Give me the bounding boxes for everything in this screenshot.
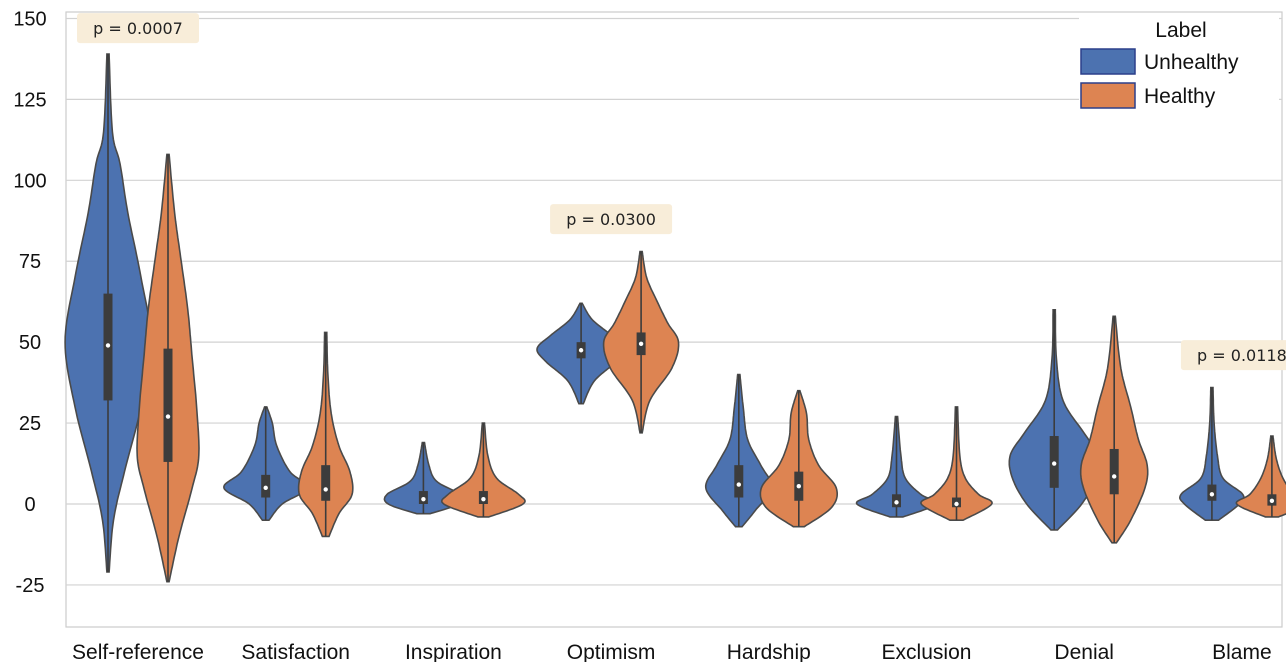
violin-median-dot	[638, 341, 644, 346]
violin-median-dot	[796, 483, 801, 489]
p-value-annotation: p = 0.0118	[1197, 346, 1286, 365]
y-tick-label: 50	[19, 332, 41, 354]
violin-median-dot	[1112, 474, 1117, 479]
p-value-box	[1180, 340, 1286, 371]
violins	[64, 53, 1286, 583]
legend-label-healthy: Healthy	[1144, 85, 1216, 108]
x-axis: Self-reference Satisfaction Inspiration Opt…	[72, 641, 1272, 662]
x-tick-label-denial: Denial	[1054, 641, 1114, 662]
y-tick-label: 0	[24, 494, 35, 516]
legend-swatch-healthy	[1080, 82, 1136, 109]
p-value-box	[550, 204, 673, 235]
x-tick-label-satisfaction: Satisfaction	[241, 641, 350, 662]
y-axis: 150 125 100 75 50 25 0 -25	[13, 8, 46, 596]
legend-title: Label	[1155, 19, 1206, 42]
violin-median-dot	[578, 348, 584, 353]
annotations: p = 0.0007 p = 0.0300 p = 0.0118	[77, 13, 1286, 371]
violin-median-dot	[323, 487, 328, 492]
x-tick-label-hardship: Hardship	[727, 641, 811, 662]
violin-iqr-box	[163, 348, 173, 462]
violin-median-dot	[1209, 492, 1215, 497]
legend-swatch-unhealthy	[1080, 48, 1136, 75]
violin-median-dot	[263, 485, 268, 491]
y-tick-label: 100	[13, 170, 46, 192]
x-tick-label-self-reference: Self-reference	[72, 641, 204, 662]
violin-iqr-box	[1109, 448, 1119, 495]
violin-iqr-box	[321, 465, 331, 501]
y-tick-label: 75	[19, 251, 41, 273]
y-tick-label: -25	[16, 575, 45, 597]
violin-median-dot	[165, 414, 171, 419]
legend: Label Unhealthy Healthy	[1079, 14, 1279, 114]
x-tick-label-inspiration: Inspiration	[405, 641, 502, 662]
violin-median-dot	[481, 496, 486, 502]
x-tick-label-exclusion: Exclusion	[882, 641, 972, 662]
violin-median-dot	[954, 501, 959, 507]
y-tick-label: 125	[13, 89, 46, 111]
violin-median-dot	[1052, 461, 1057, 466]
violin-median-dot	[421, 496, 426, 502]
x-tick-label-blame: Blame	[1212, 641, 1272, 662]
p-value-box	[77, 13, 199, 44]
y-tick-label: 25	[19, 413, 41, 435]
legend-label-unhealthy: Unhealthy	[1144, 51, 1239, 74]
violin-median-dot	[736, 482, 741, 487]
violin-median-dot	[894, 500, 899, 505]
x-tick-label-optimism: Optimism	[567, 641, 656, 662]
p-value-annotation: p = 0.0007	[93, 19, 183, 38]
y-tick-label: 150	[13, 8, 46, 30]
violin-median-dot	[105, 343, 111, 348]
plot-frame	[65, 11, 1283, 628]
p-value-annotation: p = 0.0300	[566, 210, 656, 229]
violin-median-dot	[1269, 498, 1275, 503]
violin-iqr-box	[734, 465, 744, 498]
